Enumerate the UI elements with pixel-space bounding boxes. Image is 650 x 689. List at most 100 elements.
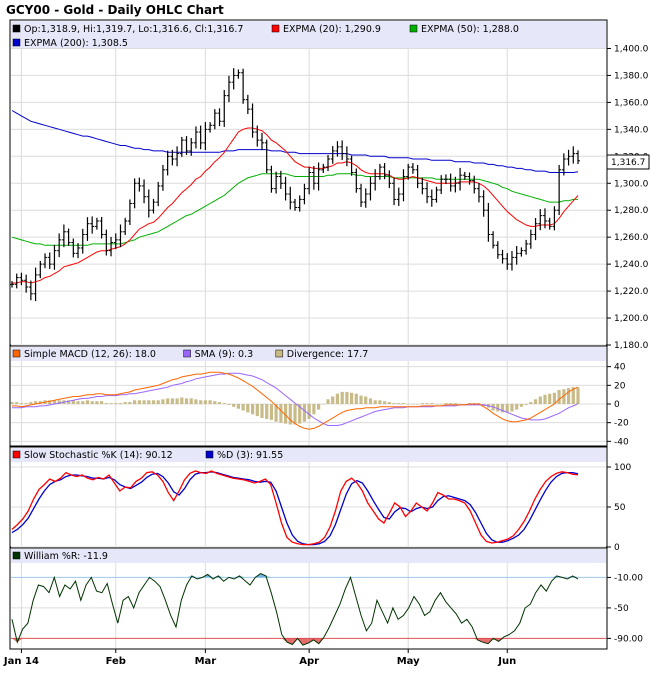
ohlc-bar (373, 169, 378, 191)
ohlc-bar (561, 153, 566, 176)
legend-swatch (183, 349, 191, 358)
ohlc-bar (472, 175, 477, 194)
ohlc-bar (189, 137, 194, 156)
legend-swatch (12, 551, 21, 560)
divergence-bar (302, 404, 306, 422)
ohlc-bar (458, 167, 463, 191)
ohlc-bar (354, 168, 359, 193)
divergence-bar (439, 404, 443, 405)
stochastic-legend: Slow Stochastic %K (14): 90.12 %D (3): 91… (12, 450, 283, 461)
divergence-bar (71, 400, 75, 404)
ohlc-bar (217, 108, 222, 127)
y-tick-label: 1,400.0 (614, 45, 649, 55)
y-tick-label: 1,220.0 (614, 287, 649, 297)
ohlc-bar (344, 146, 349, 167)
ohlc-bar (491, 231, 496, 249)
ohlc-bar (434, 186, 439, 203)
divergence-bar (251, 404, 255, 415)
divergence-bar (133, 400, 137, 404)
y-tick-label: -50 (614, 604, 629, 614)
ohlc-bar (104, 229, 109, 256)
legend-swatch (271, 24, 280, 33)
ohlc-bar (524, 239, 529, 255)
divergence-bar (312, 404, 316, 415)
ohlc-bar (203, 122, 208, 151)
ohlc-bar (406, 163, 411, 180)
divergence-bar (552, 392, 556, 404)
divergence-bar (236, 404, 240, 409)
williams-legend: William %R: -11.9 (12, 551, 108, 562)
divergence-bar (265, 404, 269, 419)
ohlc-bar (94, 217, 99, 230)
williams-panel-frame (9, 547, 608, 650)
divergence-bar (420, 403, 424, 404)
ohlc-bar (439, 175, 444, 195)
divergence-bar (189, 398, 193, 404)
ohlc-bar (420, 177, 425, 195)
x-tick-label: Apr (299, 656, 319, 667)
ohlc-bar (467, 172, 472, 185)
divergence-bar (387, 402, 391, 404)
ohlc-bar (528, 229, 533, 249)
divergence-bar (274, 404, 278, 422)
ohlc-bar (99, 216, 104, 239)
divergence-bar (392, 403, 396, 404)
ohlc-bar (278, 170, 283, 189)
y-tick-label: 1,180.0 (614, 341, 649, 351)
legend-swatch (275, 349, 284, 358)
divergence-bar (227, 404, 231, 405)
divergence-bar (279, 404, 283, 423)
ohlc-bar (208, 122, 213, 133)
divergence-bar (345, 391, 349, 404)
ohlc-bar (118, 224, 123, 248)
x-tick-label: Feb (106, 656, 126, 667)
ohlc-bar (425, 182, 430, 204)
divergence-bar (524, 404, 528, 405)
divergence-bar (241, 404, 245, 411)
divergence-bar (194, 399, 198, 404)
ohlc-bar (410, 163, 415, 174)
divergence-bar (373, 400, 377, 404)
divergence-bar (232, 404, 236, 407)
divergence-bar (298, 404, 302, 424)
williams-legend-band (11, 549, 606, 563)
y-tick-label: 40 (614, 363, 626, 373)
divergence-bar (95, 401, 99, 404)
divergence-bar (29, 402, 33, 404)
divergence-bar (416, 404, 420, 405)
ohlc-bar (330, 146, 335, 164)
ohlc-bar (448, 173, 453, 192)
divergence-bar (500, 404, 505, 413)
stochastic-grid (11, 462, 606, 548)
overbought-fill (186, 575, 192, 578)
divergence-bar (449, 403, 453, 404)
divergence-bar (100, 401, 104, 404)
divergence-bar (496, 404, 500, 412)
y-tick-label: 1,300.0 (614, 179, 649, 189)
ohlc-bar (264, 139, 269, 174)
ohlc-bar (349, 155, 354, 176)
macd-panel: -40 -20 0 20 40 Simple MACD (12, 26): 18.0 SM… (9, 345, 629, 447)
x-tick-label: Jun (497, 656, 516, 667)
ohlc-bar (255, 125, 260, 147)
divergence-bar (255, 404, 259, 417)
ohlc-bar (250, 103, 255, 138)
divergence-bar (203, 400, 207, 404)
divergence-bar (57, 400, 61, 404)
macd-legend: Simple MACD (12, 26): 18.0 SMA (9): 0.3 Di… (12, 349, 368, 360)
ohlc-bar (453, 176, 458, 193)
last-price-marker: 1,316.7 (606, 154, 650, 170)
ohlc-bar (52, 244, 57, 270)
ohlc-bar (259, 132, 264, 151)
y-tick-label: 1,260.0 (614, 233, 649, 243)
divergence-bar (15, 402, 19, 404)
legend-label: William %R: -11.9 (24, 551, 108, 562)
stochastic-panel: 0 50 100 Slow Stochastic %K (14): 90.12 %D … (9, 446, 631, 553)
ohlc-bar (311, 166, 316, 190)
divergence-bar (326, 399, 330, 404)
oversold-fill (12, 638, 18, 643)
ohlc-bar (231, 68, 236, 90)
price-y-axis: 1,180.0 1,200.0 1,220.0 1,240.0 1,260.0 1,280… (607, 45, 649, 351)
x-axis: Jan 14 Feb Mar Apr May Jun (3, 649, 516, 667)
